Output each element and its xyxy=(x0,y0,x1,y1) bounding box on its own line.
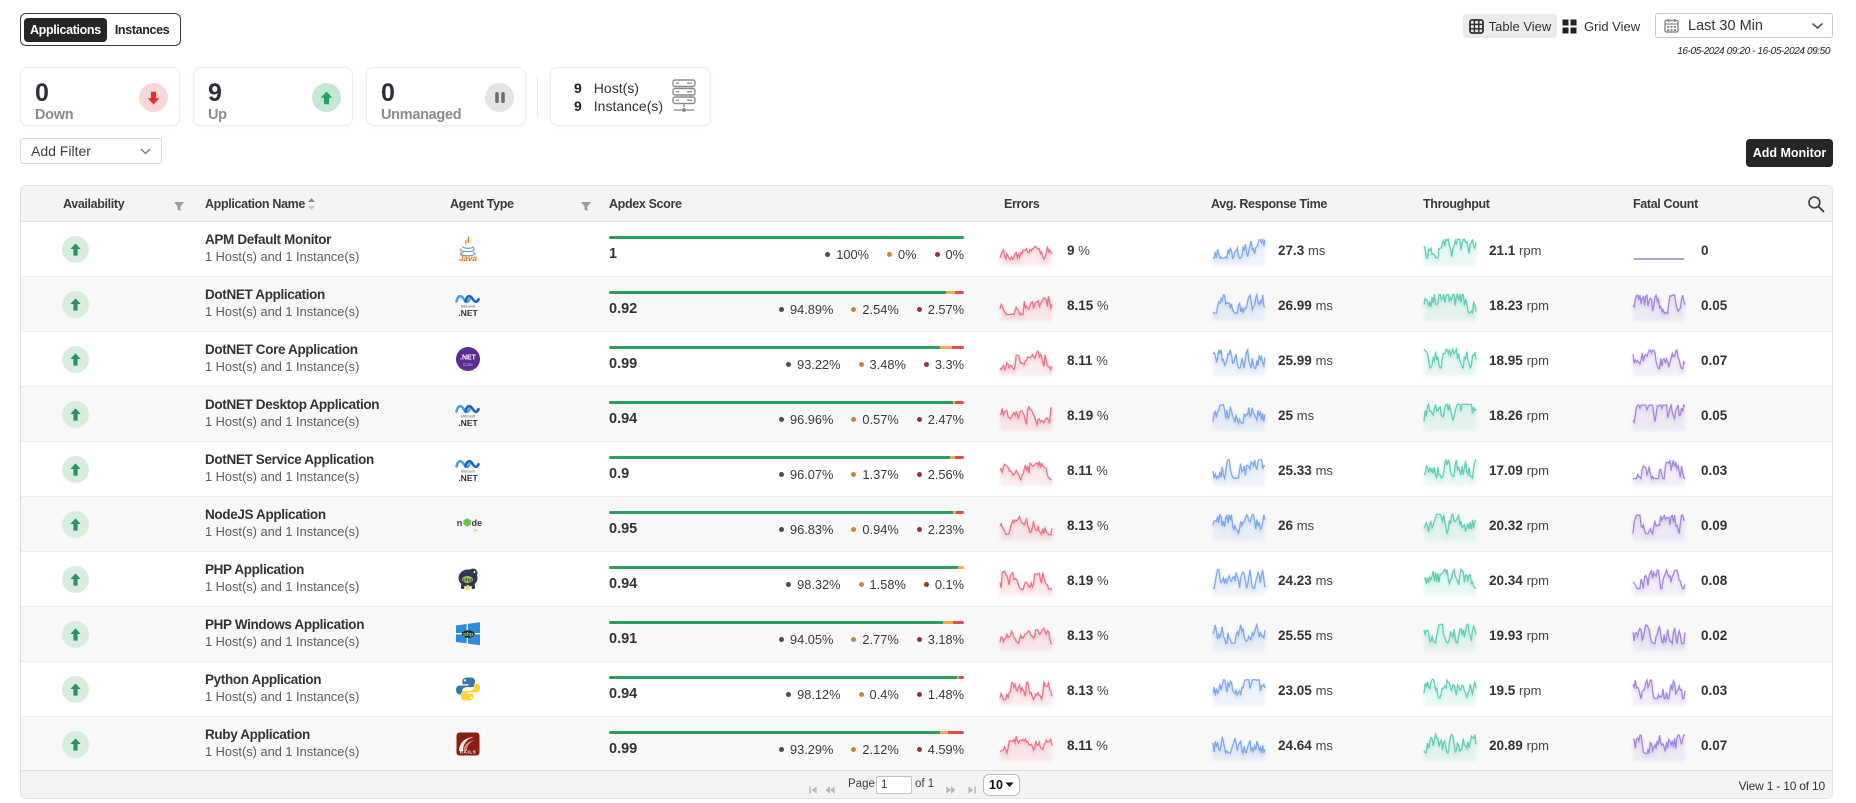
svg-text:n: n xyxy=(457,518,463,528)
svg-text:.NET: .NET xyxy=(458,418,478,428)
svg-text:.NET: .NET xyxy=(458,473,478,483)
svg-text:.NET: .NET xyxy=(458,308,478,318)
svg-text:RAILS: RAILS xyxy=(460,750,477,755)
svg-text:Microsoft: Microsoft xyxy=(461,305,475,309)
svg-text:Microsoft: Microsoft xyxy=(461,415,475,419)
svg-text:Microsoft: Microsoft xyxy=(461,470,475,474)
svg-text:Core: Core xyxy=(463,362,473,367)
svg-text:JS: JS xyxy=(473,528,478,533)
svg-text:php: php xyxy=(462,578,473,584)
svg-text:de: de xyxy=(472,518,483,528)
svg-text:Java: Java xyxy=(459,254,477,263)
svg-text:.NET: .NET xyxy=(460,355,477,362)
svg-text:php: php xyxy=(463,632,474,638)
